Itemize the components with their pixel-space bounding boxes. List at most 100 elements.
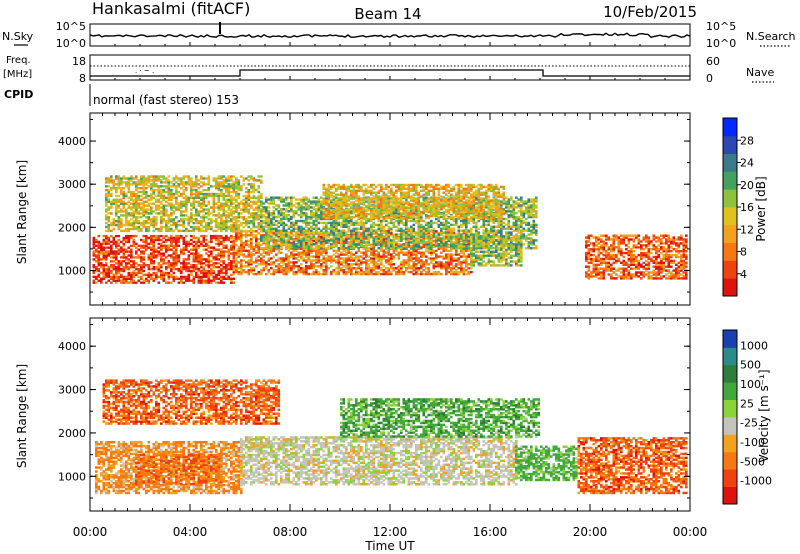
echo-cell — [285, 214, 288, 217]
echo-cell — [490, 260, 493, 263]
echo-cell — [495, 248, 498, 252]
echo-cell — [157, 204, 161, 207]
echo-cell — [612, 261, 616, 264]
echo-cell — [157, 242, 161, 246]
echo-cell — [215, 266, 218, 269]
echo-cell — [165, 225, 168, 229]
echo-cell — [607, 265, 611, 268]
echo-cell — [667, 277, 671, 280]
echo-cell — [97, 269, 101, 273]
echo-cell — [162, 271, 166, 275]
echo-cell — [450, 263, 453, 266]
echo-cell — [425, 249, 428, 252]
echo-cell — [200, 269, 203, 273]
echo-cell — [107, 179, 111, 182]
echo-cell — [472, 264, 476, 267]
echo-cell — [140, 250, 143, 253]
echo-cell — [130, 196, 133, 200]
echo-cell — [277, 263, 281, 266]
echo-cell — [252, 253, 256, 256]
echo-cell — [212, 198, 216, 201]
echo-cell — [492, 237, 496, 240]
echo-cell — [322, 265, 326, 268]
echo-cell — [250, 239, 253, 243]
echo-cell — [112, 254, 116, 257]
echo-cell — [330, 259, 333, 262]
echo-cell — [322, 237, 326, 240]
echo-cell — [500, 252, 503, 255]
echo-cell — [215, 181, 218, 184]
echo-cell — [240, 239, 243, 243]
echo-cell — [210, 281, 213, 284]
echo-cell — [157, 238, 161, 242]
echo-cell — [637, 259, 641, 263]
echo-cell — [660, 251, 663, 255]
echo-cell — [112, 277, 116, 280]
echo-cell — [112, 273, 116, 277]
echo-cell — [407, 251, 411, 254]
echo-cell — [270, 251, 273, 254]
echo-cell — [185, 246, 188, 249]
echo-cell — [472, 240, 476, 244]
echo-cell — [487, 244, 491, 248]
echo-cell — [117, 220, 121, 223]
echo-cell — [140, 198, 143, 201]
echo-cell — [242, 216, 246, 219]
echo-cell — [235, 257, 238, 260]
echo-cell — [597, 269, 601, 272]
echo-cell — [287, 217, 291, 221]
echo-cell — [367, 270, 371, 274]
echo-cell — [230, 281, 233, 284]
echo-cell — [490, 239, 493, 242]
echo-cell — [167, 266, 171, 269]
echo-cell — [222, 260, 226, 263]
echo-cell — [157, 275, 161, 279]
echo-cell — [267, 249, 271, 252]
echo-cell — [125, 216, 128, 219]
echo-cell — [207, 273, 211, 277]
echo-cell — [387, 230, 391, 233]
echo-cell — [515, 260, 518, 263]
echo-cell — [117, 234, 121, 238]
echo-cell — [675, 267, 678, 270]
echo-cell — [432, 232, 436, 235]
echo-cell — [630, 234, 633, 237]
echo-cell — [205, 212, 208, 215]
echo-cell — [435, 253, 438, 256]
echo-cell — [685, 246, 688, 249]
echo-cell — [615, 277, 618, 280]
echo-cell — [207, 187, 211, 190]
echo-cell — [115, 271, 118, 275]
echo-cell — [192, 260, 196, 263]
echo-cell — [270, 196, 273, 199]
echo-cell — [220, 250, 223, 253]
echo-cell — [125, 240, 128, 244]
echo-cell — [117, 262, 121, 265]
echo-cell — [595, 257, 598, 261]
echo-cell — [115, 202, 118, 205]
echo-cell — [242, 208, 246, 211]
echo-cell — [135, 281, 138, 284]
echo-cell — [285, 255, 288, 258]
echo-cell — [200, 244, 203, 247]
echo-cell — [445, 265, 448, 268]
echo-cell — [195, 267, 198, 271]
echo-cell — [137, 279, 141, 282]
echo-cell — [310, 249, 313, 252]
echo-cell — [330, 257, 333, 260]
echo-cell — [202, 279, 206, 282]
echo-cell — [242, 270, 246, 274]
echo-cell — [472, 258, 476, 261]
echo-cell — [670, 253, 673, 257]
echo-cell — [602, 257, 606, 261]
echo-cell — [592, 269, 596, 272]
echo-cell — [225, 223, 228, 227]
echo-cell — [150, 240, 153, 244]
echo-cell — [212, 179, 216, 182]
echo-cell — [150, 234, 153, 238]
echo-cell — [317, 257, 321, 260]
echo-cell — [177, 236, 181, 240]
echo-cell — [612, 248, 616, 251]
echo-cell — [152, 267, 156, 271]
echo-cell — [177, 267, 181, 271]
